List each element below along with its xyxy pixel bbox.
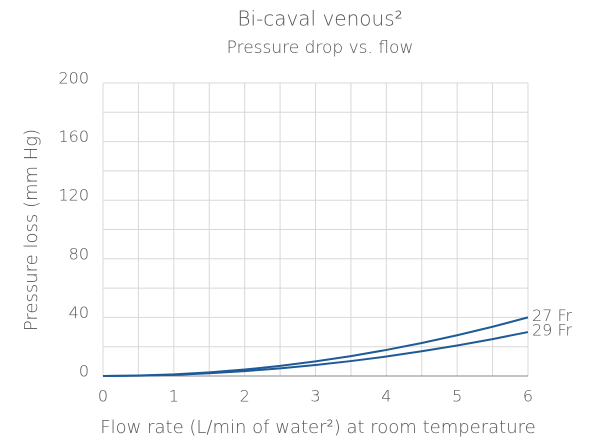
chart-title: Bi-caval venous² — [237, 7, 402, 31]
y-tick-label: 200 — [58, 69, 89, 88]
x-tick-label: 5 — [452, 387, 462, 406]
y-tick-label: 0 — [79, 362, 89, 381]
series-label: 27 Fr — [532, 306, 572, 325]
y-tick-label: 80 — [69, 244, 89, 263]
x-tick-label: 2 — [240, 387, 250, 406]
y-tick-label: 120 — [58, 186, 89, 205]
y-tick-label: 160 — [58, 127, 89, 146]
chart-subtitle: Pressure drop vs. flow — [227, 38, 414, 58]
x-tick-label: 6 — [523, 387, 533, 406]
series-label: 29 Fr — [532, 321, 572, 340]
y-tick-label: 40 — [69, 303, 89, 322]
y-axis-label: Pressure loss (mm Hg) — [21, 129, 42, 331]
series-line — [102, 331, 529, 377]
x-tick-label: 3 — [310, 387, 320, 406]
x-tick-label: 4 — [381, 387, 391, 406]
x-axis-label: Flow rate (L/min of water²) at room temp… — [100, 417, 535, 438]
x-tick-label: 1 — [169, 387, 179, 406]
x-tick-label: 0 — [98, 387, 108, 406]
